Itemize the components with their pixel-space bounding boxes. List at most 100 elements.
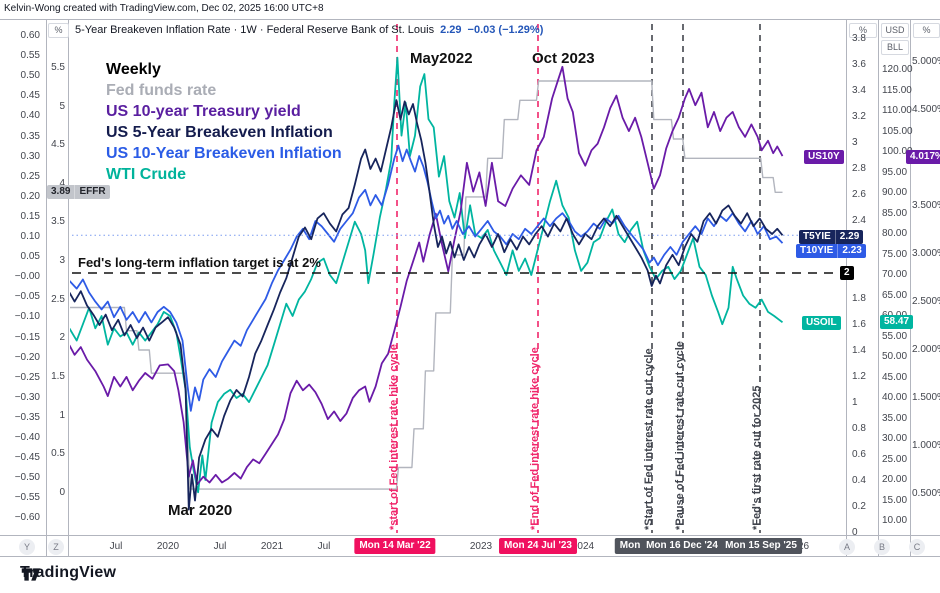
price-label-t10yie: T10YIE 2.23 xyxy=(796,244,866,258)
y-axis-tick: 0.55 xyxy=(20,50,40,62)
b-axis-tick: 15.00 xyxy=(882,494,908,506)
c-axis-tick: 1.000% xyxy=(912,440,940,451)
c-axis-tick: 5.000% xyxy=(912,56,940,67)
a-axis-tick: 1 xyxy=(852,397,858,408)
c-axis-tick: 2.000% xyxy=(912,344,940,355)
symbol-description: 5-Year Breakeven Inflation Rate · 1W · F… xyxy=(75,24,435,36)
b-axis-tick: 35.00 xyxy=(882,412,908,424)
scale-button-a[interactable]: A xyxy=(839,539,855,555)
price-label-text: 2 xyxy=(844,267,850,278)
z-axis-tick: 2 xyxy=(59,332,65,344)
legend: Weekly Fed funds rate US 10-year Treasury … xyxy=(106,59,342,185)
price-label-usoil: USOIL xyxy=(802,316,841,330)
legend-item-1: Fed funds rate xyxy=(106,82,217,99)
price-label-58.47: 58.47 xyxy=(880,315,914,329)
c-axis-tick: 3.000% xyxy=(912,248,940,259)
z-axis-tick: 2.5 xyxy=(51,293,65,305)
scale-button-b[interactable]: B xyxy=(874,539,890,555)
z-axis-tick: 4 xyxy=(59,177,65,189)
y-axis-tick: 0.40 xyxy=(20,110,40,122)
c-axis-unit: % xyxy=(913,23,940,38)
tradingview-logo[interactable]: TradingView xyxy=(20,564,116,582)
a-axis-unit: % xyxy=(849,23,877,38)
time-event-label-3: Mon 16 Dec '24 xyxy=(641,538,723,554)
legend-item-0: Weekly xyxy=(106,61,161,78)
price-label-us10y: US10Y xyxy=(804,150,844,164)
b-axis-tick: 25.00 xyxy=(882,453,908,465)
time-tick-2023: 2023 xyxy=(469,541,493,552)
series-line-us xyxy=(70,65,784,486)
z-axis-unit: % xyxy=(48,23,69,38)
price-label-3.89: 3.89 EFFR xyxy=(47,185,110,199)
time-tick-2020: 2020 xyxy=(156,541,180,552)
a-axis-tick: 1.6 xyxy=(852,319,866,330)
chart-canvas xyxy=(70,24,846,533)
y-axis-tick: 0.50 xyxy=(20,70,40,82)
legend-item-2: US 10-year Treasury yield xyxy=(106,103,301,120)
scale-button-y[interactable]: Y xyxy=(19,539,35,555)
b-axis-tick: 70.00 xyxy=(882,269,908,280)
z-axis-tick: 3 xyxy=(59,255,65,267)
price-label-text: 4.017% xyxy=(910,151,940,162)
a-axis-tick: 3.8 xyxy=(852,33,866,44)
sep-plot-a xyxy=(846,20,847,556)
chart-top-border xyxy=(0,19,940,20)
sep-time-top xyxy=(0,535,940,536)
tradingview-logo-icon xyxy=(21,568,41,581)
z-axis-tick: 1 xyxy=(59,409,65,421)
a-axis-tick: 1.8 xyxy=(852,293,866,304)
a-axis-tick: 0.2 xyxy=(852,501,866,512)
c-axis-tick: 4.500% xyxy=(912,104,940,115)
price-label-2: 2 xyxy=(840,266,854,280)
time-tick-jul: Jul xyxy=(213,541,227,552)
b-axis-tick: 120.00 xyxy=(882,64,913,75)
c-axis-tick: 3.500% xyxy=(912,200,940,211)
time-event-label-1: Mon 24 Jul '23 xyxy=(499,538,577,554)
z-axis-tick: 0.5 xyxy=(51,448,65,460)
scale-button-c[interactable]: C xyxy=(909,539,925,555)
y-axis-tick: −0.60 xyxy=(14,512,40,524)
attribution-text: Kelvin-Wong created with TradingView.com… xyxy=(4,3,324,14)
scale-button-z[interactable]: Z xyxy=(48,539,64,555)
a-axis-tick: 0 xyxy=(852,527,858,538)
y-axis-tick: 0.05 xyxy=(20,251,40,263)
price-label-text: T10YIE xyxy=(800,245,834,256)
z-axis-tick: 0 xyxy=(59,487,65,498)
legend-item-3: US 5-Year Breakeven Inflation xyxy=(106,124,333,141)
y-axis-tick: 0.20 xyxy=(20,190,40,202)
a-axis-tick: 3.2 xyxy=(852,111,866,122)
chart-widget xyxy=(0,19,940,557)
b-axis-tick: 30.00 xyxy=(882,433,908,444)
b-axis-tick: 80.00 xyxy=(882,228,908,239)
c-axis-tick: 1.500% xyxy=(912,392,940,403)
y-axis-tick: 0.60 xyxy=(20,30,40,41)
time-tick-jul: Jul xyxy=(109,541,123,552)
price-label-value: EFFR xyxy=(74,185,109,199)
b-axis-tick: 115.00 xyxy=(882,84,912,96)
y-axis-tick: −0.40 xyxy=(14,432,40,443)
b-axis-tick: 75.00 xyxy=(882,248,908,260)
a-axis-tick: 3.4 xyxy=(852,85,866,96)
price-label-text: T5YIE xyxy=(803,231,831,242)
y-axis-tick: −0.00 xyxy=(14,271,40,283)
b-axis-tick: 100.00 xyxy=(882,146,913,157)
b-axis-unit-qty: BLL xyxy=(881,40,909,55)
series-line-us xyxy=(70,99,784,511)
y-axis-tick: −0.15 xyxy=(14,331,40,343)
a-axis-tick: 0.8 xyxy=(852,423,866,434)
b-axis-tick: 85.00 xyxy=(882,207,908,219)
b-axis-tick: 105.00 xyxy=(882,125,913,137)
legend-item-5: WTI Crude xyxy=(106,166,186,183)
b-axis-tick: 45.00 xyxy=(882,371,908,383)
y-axis-tick: −0.45 xyxy=(14,452,40,464)
price-label-text: 58.47 xyxy=(884,316,910,327)
z-axis-tick: 1.5 xyxy=(51,371,65,383)
price-change: −0.03 (−1.29%) xyxy=(467,24,544,36)
symbol-title[interactable]: 5-Year Breakeven Inflation Rate · 1W · F… xyxy=(75,24,543,36)
z-axis-tick: 4.5 xyxy=(51,139,65,151)
y-axis-tick: −0.10 xyxy=(14,311,40,323)
series-group xyxy=(70,24,846,533)
a-axis-tick: 3.6 xyxy=(852,59,866,70)
series-line-wti xyxy=(70,56,784,494)
y-axis-tick: 0.30 xyxy=(20,150,40,162)
